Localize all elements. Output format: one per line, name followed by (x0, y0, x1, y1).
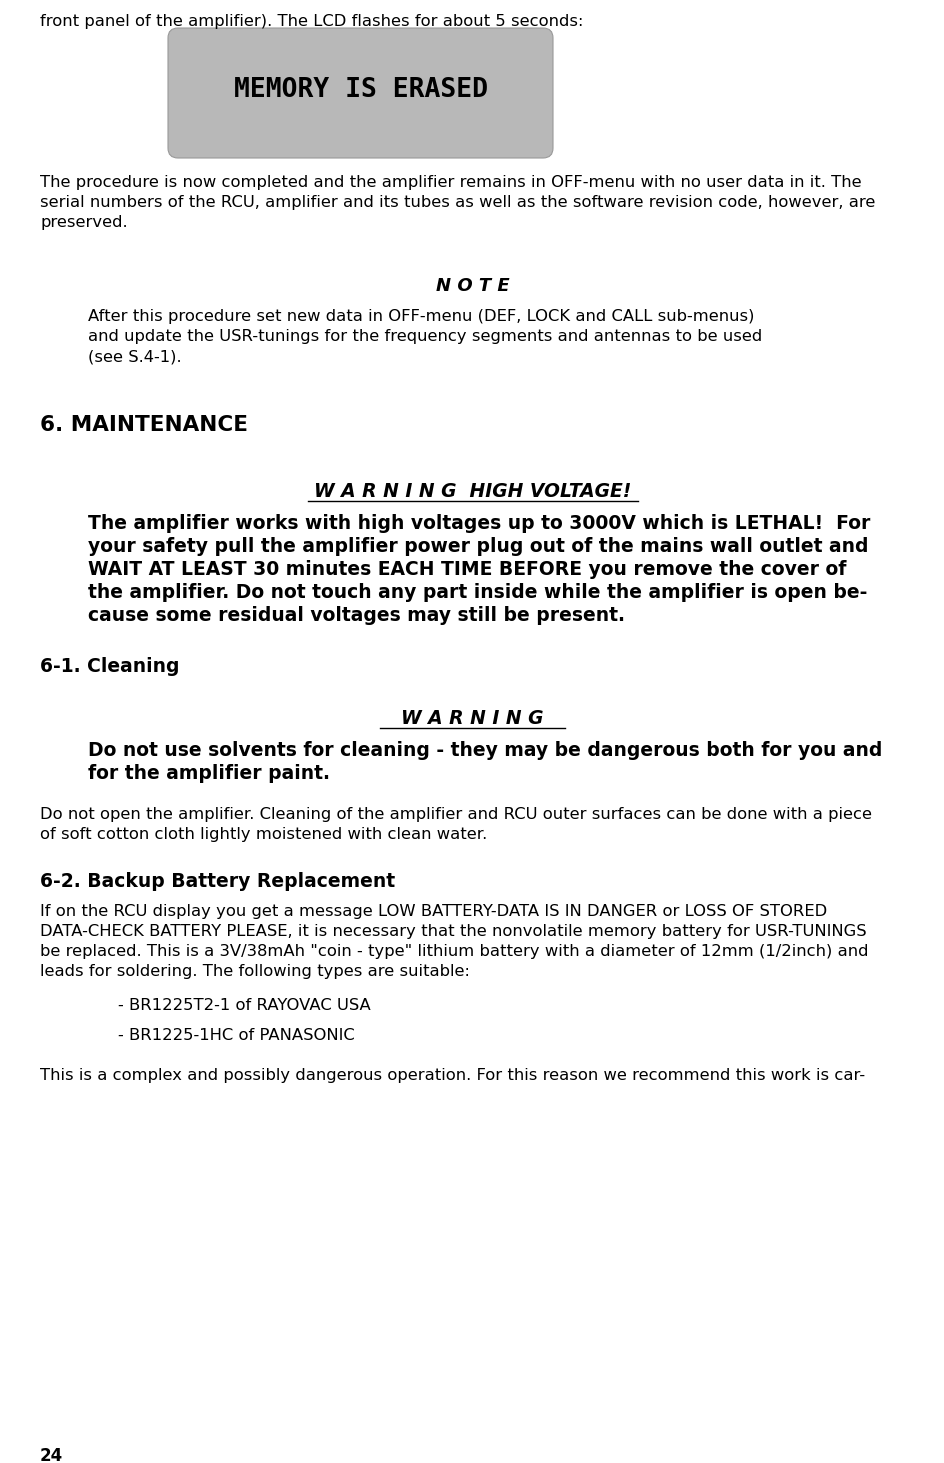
Text: - BR1225-1HC of PANASONIC: - BR1225-1HC of PANASONIC (118, 1028, 354, 1043)
Text: The procedure is now completed and the amplifier remains in OFF-menu with no use: The procedure is now completed and the a… (40, 176, 861, 190)
Text: your safety pull the amplifier power plug out of the mains wall outlet and: your safety pull the amplifier power plu… (88, 537, 868, 556)
Text: If on the RCU display you get a message LOW BATTERY-DATA IS IN DANGER or LOSS OF: If on the RCU display you get a message … (40, 904, 826, 919)
Text: MEMORY IS ERASED: MEMORY IS ERASED (233, 78, 487, 102)
Text: preserved.: preserved. (40, 215, 127, 230)
Text: 6-2. Backup Battery Replacement: 6-2. Backup Battery Replacement (40, 872, 395, 891)
Text: 24: 24 (40, 1447, 63, 1463)
Text: of soft cotton cloth lightly moistened with clean water.: of soft cotton cloth lightly moistened w… (40, 827, 487, 843)
Text: Do not open the amplifier. Cleaning of the amplifier and RCU outer surfaces can : Do not open the amplifier. Cleaning of t… (40, 808, 871, 822)
Text: for the amplifier paint.: for the amplifier paint. (88, 764, 329, 783)
Text: Do not use solvents for cleaning - they may be dangerous both for you and: Do not use solvents for cleaning - they … (88, 740, 882, 759)
FancyBboxPatch shape (168, 28, 552, 158)
Text: 6-1. Cleaning: 6-1. Cleaning (40, 657, 179, 676)
Text: the amplifier. Do not touch any part inside while the amplifier is open be-: the amplifier. Do not touch any part ins… (88, 582, 867, 601)
Text: 6. MAINTENANCE: 6. MAINTENANCE (40, 415, 247, 435)
Text: be replaced. This is a 3V/38mAh "coin - type" lithium battery with a diameter of: be replaced. This is a 3V/38mAh "coin - … (40, 944, 868, 960)
Text: (see S.4-1).: (see S.4-1). (88, 350, 181, 364)
Text: serial numbers of the RCU, amplifier and its tubes as well as the software revis: serial numbers of the RCU, amplifier and… (40, 195, 874, 211)
Text: W A R N I N G  HIGH VOLTAGE!: W A R N I N G HIGH VOLTAGE! (313, 481, 631, 500)
Text: This is a complex and possibly dangerous operation. For this reason we recommend: This is a complex and possibly dangerous… (40, 1068, 864, 1083)
Text: and update the USR-tunings for the frequency segments and antennas to be used: and update the USR-tunings for the frequ… (88, 329, 762, 344)
Text: - BR1225T2-1 of RAYOVAC USA: - BR1225T2-1 of RAYOVAC USA (118, 998, 370, 1012)
Text: cause some residual voltages may still be present.: cause some residual voltages may still b… (88, 606, 624, 625)
Text: W A R N I N G: W A R N I N G (401, 710, 543, 729)
Text: The amplifier works with high voltages up to 3000V which is LETHAL!  For: The amplifier works with high voltages u… (88, 514, 869, 533)
Text: N O T E: N O T E (435, 277, 509, 296)
Text: front panel of the amplifier). The LCD flashes for about 5 seconds:: front panel of the amplifier). The LCD f… (40, 15, 582, 29)
Text: leads for soldering. The following types are suitable:: leads for soldering. The following types… (40, 964, 469, 979)
Text: DATA-CHECK BATTERY PLEASE, it is necessary that the nonvolatile memory battery f: DATA-CHECK BATTERY PLEASE, it is necessa… (40, 925, 866, 939)
Text: After this procedure set new data in OFF-menu (DEF, LOCK and CALL sub-menus): After this procedure set new data in OFF… (88, 309, 753, 323)
Text: WAIT AT LEAST 30 minutes EACH TIME BEFORE you remove the cover of: WAIT AT LEAST 30 minutes EACH TIME BEFOR… (88, 560, 846, 579)
